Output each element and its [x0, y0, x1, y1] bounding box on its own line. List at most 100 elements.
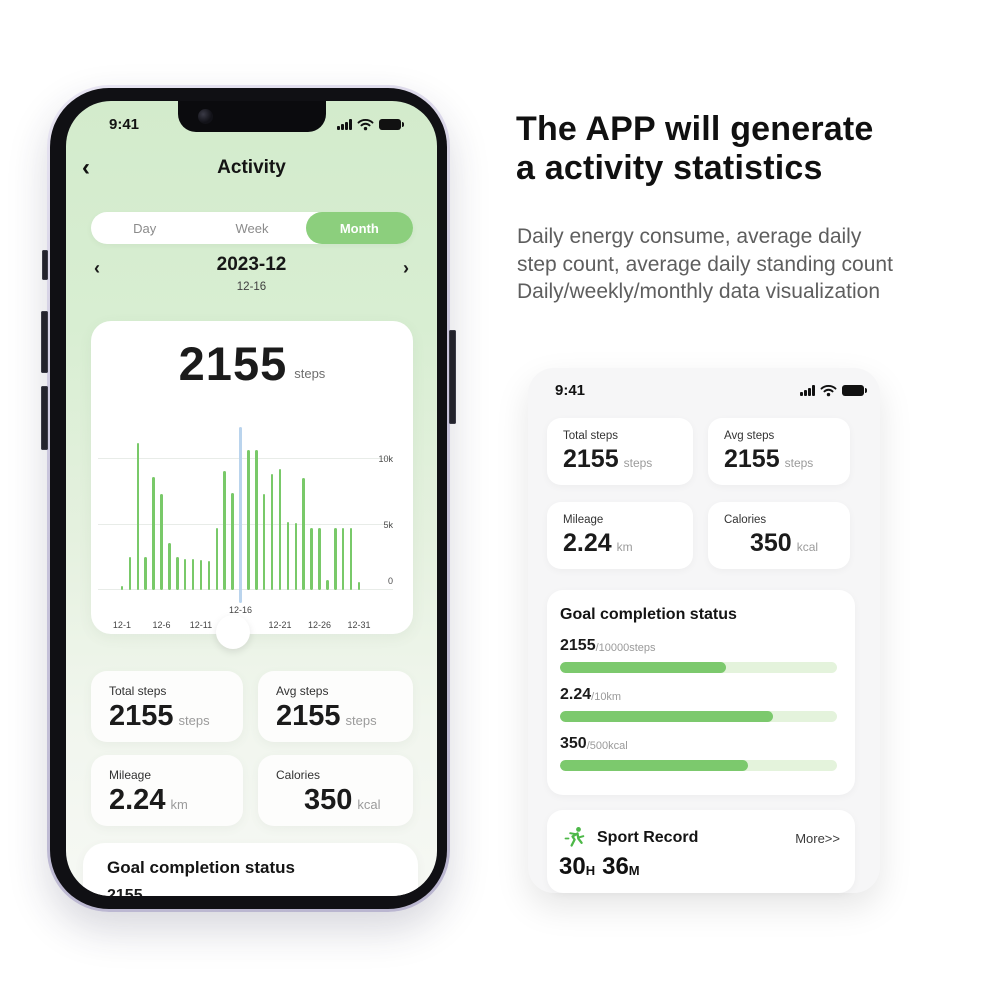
date-navigator: ‹ 2023-12 › 12-16 [66, 254, 437, 293]
xtick-label: 12-16 [228, 605, 253, 615]
notch [177, 101, 326, 132]
distance-progress-bar [560, 711, 837, 722]
gridline-0 [98, 589, 393, 590]
volume-up-button [41, 311, 48, 373]
chart-bar [349, 528, 353, 590]
steps-progress-fill [560, 662, 727, 673]
chart-bar [247, 449, 250, 590]
xtick-label: 12-26 [308, 620, 332, 630]
chart-bar [278, 469, 282, 590]
chart-bar [223, 470, 226, 590]
avg-steps-card[interactable]: Avg steps 2155 steps [258, 671, 413, 742]
calories-progress-fill [560, 760, 749, 771]
back-chevron-icon[interactable]: ‹ [82, 154, 90, 181]
status-time: 9:41 [555, 382, 586, 399]
tab-month[interactable]: Month [305, 212, 413, 244]
goal-cropped-value: 2155 [107, 887, 143, 896]
ytick-5k: 5k [383, 520, 393, 530]
wifi-icon [820, 385, 837, 397]
selected-date: 12-16 [236, 281, 267, 293]
chart-bar [160, 494, 163, 590]
calories-card[interactable]: Calories 350 kcal [708, 502, 850, 569]
activity-screen: 9:41 ‹ Activity Day [66, 101, 437, 896]
sport-duration: 30 H 36 M [559, 853, 640, 880]
chart-bar [144, 557, 147, 590]
chart-bar [341, 528, 345, 590]
chart-bar [168, 542, 171, 590]
gridline-5k [98, 524, 393, 525]
chart-bar [191, 558, 195, 590]
x-axis-labels: 12-1 12-6 12-11 12-16 12-21 12-26 12-31 [98, 603, 393, 633]
gridline-10k [98, 458, 393, 459]
steps-value: 2155 [178, 337, 288, 390]
sport-record-title: Sport Record [597, 829, 699, 846]
chart-drag-handle[interactable] [216, 615, 250, 649]
chart-bar [176, 557, 179, 590]
xtick-label: 12-21 [268, 620, 292, 630]
status-time: 9:41 [109, 116, 140, 133]
front-camera-icon [197, 109, 213, 124]
steps-summary: 2155 steps [91, 339, 413, 389]
battery-icon [842, 385, 867, 396]
phone-mockup: 9:41 ‹ Activity Day [41, 85, 456, 912]
chart-bar [199, 559, 203, 590]
chart-bar [302, 478, 305, 590]
chart-bar [120, 586, 124, 590]
ytick-0: 0 [387, 576, 393, 586]
stat-cards: Total steps 2155 steps Avg steps 2155 st… [91, 671, 413, 826]
xtick-label: 12-31 [347, 620, 371, 630]
calories-progress-bar [560, 760, 837, 771]
chart-bar [152, 477, 155, 590]
total-steps-card[interactable]: Total steps 2155 steps [547, 418, 693, 485]
xtick-label: 12-1 [112, 620, 131, 630]
prev-month-icon[interactable]: ‹ [94, 258, 100, 278]
mute-switch [42, 250, 48, 280]
xtick-label: 12-6 [152, 620, 171, 630]
page-title: Activity [217, 157, 286, 178]
goal-item-steps: 2155 /10000steps [560, 637, 837, 673]
chart-bar [231, 492, 234, 590]
chart-bar [255, 449, 258, 590]
goal-title: Goal completion status [107, 858, 295, 877]
wifi-icon [357, 119, 374, 131]
chart-bar [262, 494, 266, 590]
steps-progress-bar [560, 662, 837, 673]
chart-bar [128, 557, 132, 590]
chart-bar [207, 561, 211, 590]
distance-progress-fill [560, 711, 774, 722]
goal-title: Goal completion status [560, 606, 737, 623]
chart-bar [215, 528, 219, 590]
goal-completion-card: Goal completion status 2155 /10000steps … [547, 590, 855, 795]
avg-steps-card[interactable]: Avg steps 2155 steps [708, 418, 850, 485]
power-button [449, 330, 456, 424]
chart-bar [270, 474, 274, 590]
calories-card[interactable]: Calories 350 kcal [258, 755, 413, 826]
steps-chart-card: 2155 steps 10k 5k 0 12-1 12-6 12-11 12-16 12… [91, 321, 413, 649]
phone-frame: 9:41 ‹ Activity Day [50, 88, 447, 909]
period-tabs: Day Week Month [91, 212, 413, 244]
current-month: 2023-12 [216, 254, 287, 275]
cellular-signal-icon [800, 385, 815, 396]
mileage-card[interactable]: Mileage 2.24 km [547, 502, 693, 569]
chart-bar [294, 523, 298, 590]
stat-cards: Total steps 2155 steps Avg steps 2155 st… [547, 418, 860, 569]
app-header: ‹ Activity [66, 153, 437, 187]
total-steps-card[interactable]: Total steps 2155 steps [91, 671, 243, 742]
more-link[interactable]: More>> [795, 830, 840, 846]
marketing-description: Daily energy consume, average daily step… [517, 225, 893, 303]
bar-chart[interactable]: 10k 5k 0 [98, 427, 393, 603]
mileage-card[interactable]: Mileage 2.24 km [91, 755, 243, 826]
goal-completion-card[interactable]: Goal completion status 2155 [83, 843, 418, 896]
volume-down-button [41, 386, 48, 450]
cellular-signal-icon [337, 119, 352, 130]
chart-bar [310, 528, 313, 590]
tab-day[interactable]: Day [133, 220, 157, 236]
goal-item-calories: 350 /500kcal [560, 735, 837, 771]
tab-week[interactable]: Week [235, 220, 269, 236]
chart-bar [326, 579, 329, 590]
sport-record-card[interactable]: Sport Record More>> 30 H 36 M [547, 810, 855, 893]
next-month-icon[interactable]: › [403, 258, 409, 278]
chart-bar [318, 528, 321, 590]
selected-day-indicator[interactable] [239, 427, 242, 603]
runner-icon [564, 827, 585, 847]
